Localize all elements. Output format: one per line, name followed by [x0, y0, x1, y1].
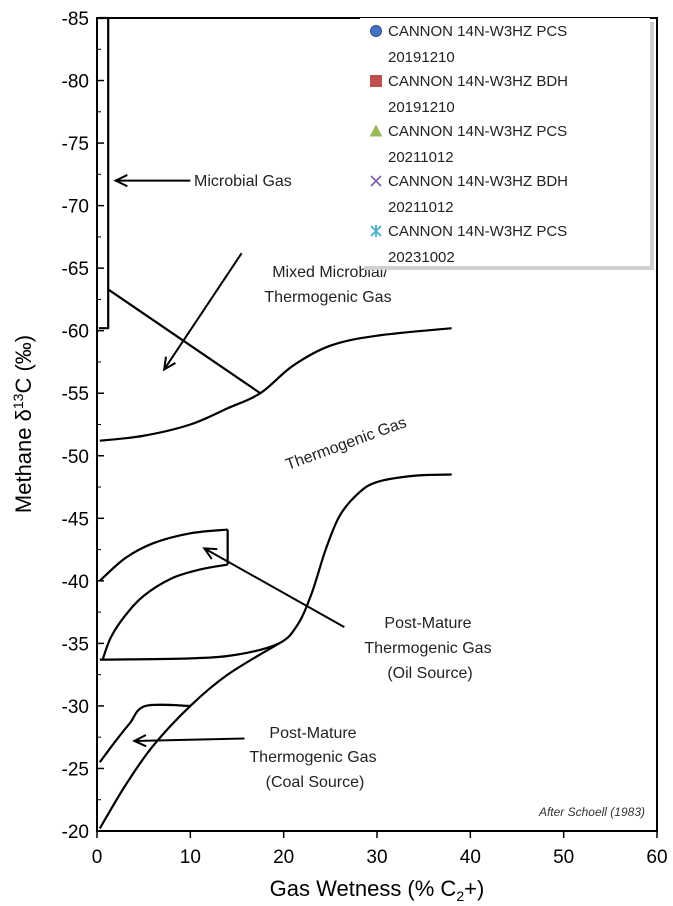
- y-axis-ticks: -85 -80 -75 -70 -65 -60 -55 -50 -45 -40 -35 -30 -25 -…: [62, 9, 104, 843]
- x-axis-ticks: 0 10 20 30 40 50 60: [92, 831, 668, 868]
- x-tick-label: 20: [273, 847, 294, 868]
- legend-label-line2: 20211012: [388, 199, 454, 216]
- region-label-coal: Post-Mature Thermogenic Gas (Coal Source…: [249, 725, 376, 791]
- x-tick-label: 40: [460, 847, 481, 868]
- arrow-line: [163, 252, 243, 371]
- x-axis-title-subscript: 2: [456, 888, 464, 904]
- y-tick-label: -40: [62, 572, 89, 593]
- y-tick-label: -65: [62, 259, 89, 280]
- x-tick-label: 30: [366, 847, 387, 868]
- legend-item: CANNON 14N-W3HZ PCS 20231002: [370, 223, 567, 266]
- star-marker-icon: [370, 225, 382, 237]
- boundary-lines: [98, 16, 452, 830]
- y-tick-label: -45: [62, 509, 89, 530]
- boundary-oil-lower: [101, 563, 228, 661]
- oil-label-line2: Thermogenic Gas: [364, 640, 491, 657]
- x-axis-title-tail: +): [464, 876, 484, 901]
- boundary-microbial-box: [98, 16, 110, 330]
- legend-box: [360, 18, 650, 266]
- legend-label-line2: 20231002: [388, 249, 455, 266]
- coal-label-line2: Thermogenic Gas: [249, 749, 376, 766]
- boundary-coal-upper: [98, 703, 191, 763]
- y-axis-title-superscript: 13: [10, 393, 26, 409]
- y-tick-label: -35: [62, 634, 89, 655]
- arrow-line: [203, 547, 345, 628]
- oil-label-line3: (Oil Source): [387, 665, 472, 682]
- x-marker-icon: [370, 175, 382, 187]
- square-marker-icon: [370, 75, 382, 87]
- y-tick-label: -60: [62, 322, 89, 343]
- x-tick-label: 10: [180, 847, 201, 868]
- boundary-coal-lower: [98, 642, 280, 830]
- legend-label-line1: CANNON 14N-W3HZ PCS: [388, 123, 567, 140]
- microbial-gas-label: Microbial Gas: [194, 173, 292, 190]
- y-tick-label: -55: [62, 384, 89, 405]
- coal-label-line3: (Coal Source): [266, 774, 365, 791]
- boundary-thermogenic-lower: [99, 473, 452, 661]
- y-tick-label: -85: [62, 9, 89, 30]
- triangle-marker-icon: [369, 124, 383, 137]
- legend-label-line1: CANNON 14N-W3HZ PCS: [388, 23, 567, 40]
- legend-label-line2: 20191210: [388, 49, 455, 66]
- legend-item: CANNON 14N-W3HZ PCS 20211012: [369, 123, 567, 166]
- y-axis-title-tail: C (‰): [11, 335, 36, 394]
- arrow-head: [132, 734, 147, 748]
- arrow-head: [202, 547, 218, 560]
- y-tick-label: -75: [62, 134, 89, 155]
- thermogenic-gas-label: Thermogenic Gas: [284, 414, 409, 473]
- boundary-thermogenic-upper: [99, 327, 452, 442]
- y-tick-label: -80: [62, 72, 89, 93]
- mixed-label-line1: Mixed Microbial/: [272, 264, 388, 281]
- circle-marker-icon: [370, 25, 382, 37]
- arrow-head: [113, 174, 128, 188]
- y-axis-title: Methane δ13C (‰): [10, 335, 36, 513]
- legend-label-line2: 20211012: [388, 149, 454, 166]
- y-axis-title-main: Methane δ: [11, 409, 36, 513]
- legend-item: CANNON 14N-W3HZ BDH 20191210: [370, 73, 568, 116]
- arrow-head: [162, 356, 176, 372]
- y-tick-label: -50: [62, 447, 89, 468]
- region-label-oil: Post-Mature Thermogenic Gas (Oil Source): [364, 615, 491, 682]
- arrow-line: [134, 737, 245, 742]
- region-label-microbial: Microbial Gas: [194, 173, 292, 190]
- boundary-mixed-divider: [107, 288, 261, 395]
- y-tick-label: -20: [62, 822, 89, 843]
- y-tick-label: -30: [62, 697, 89, 718]
- mixed-label-line2: Thermogenic Gas: [264, 289, 391, 306]
- legend-label-line1: CANNON 14N-W3HZ BDH: [388, 173, 568, 190]
- legend-label-line2: 20191210: [388, 99, 455, 116]
- legend-item: CANNON 14N-W3HZ PCS 20191210: [370, 23, 567, 66]
- x-tick-label: 50: [553, 847, 574, 868]
- legend-item: CANNON 14N-W3HZ BDH 20211012: [370, 173, 568, 216]
- boundary-oil-upper: [99, 528, 228, 582]
- oil-label-line1: Post-Mature: [384, 615, 471, 632]
- y-tick-label: -25: [62, 759, 89, 780]
- x-axis-title: Gas Wetness (% C2+): [270, 876, 485, 904]
- attribution-note: After Schoell (1983): [538, 805, 645, 819]
- region-label-mixed: Mixed Microbial/ Thermogenic Gas: [264, 264, 391, 306]
- y-tick-label: -70: [62, 197, 89, 218]
- region-arrows: [113, 174, 345, 748]
- x-tick-label: 0: [92, 847, 103, 868]
- coal-label-line1: Post-Mature: [269, 725, 356, 742]
- x-axis-title-main: Gas Wetness (% C: [270, 876, 457, 901]
- legend-label-line1: CANNON 14N-W3HZ BDH: [388, 73, 568, 90]
- x-tick-label: 60: [646, 847, 667, 868]
- legend-label-line1: CANNON 14N-W3HZ PCS: [388, 223, 567, 240]
